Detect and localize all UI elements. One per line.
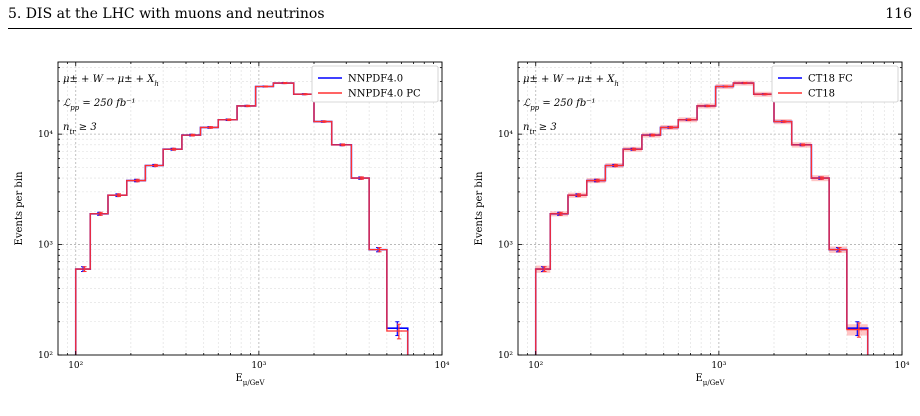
legend-entry: CT18 FC [808, 74, 853, 85]
annotation: μ± + W → μ± + Xh [63, 74, 159, 88]
chart-left: 10² 10³ 10⁴ 10² 10³ 10⁴ Eμ/GeV Events per bin μ±… [14, 61, 450, 387]
series-1 [535, 82, 869, 355]
series-0 [74, 82, 409, 355]
y-axis-label: Events per bin [474, 171, 485, 246]
x-tick-label: 10² [68, 361, 83, 371]
legend: CT18 FC CT18 [771, 65, 899, 103]
x-axis-label: Eμ/GeV [695, 373, 725, 387]
series-step-line [534, 82, 869, 355]
uncertainty-band [535, 80, 868, 336]
y-tick-label: 10² [498, 351, 513, 361]
ticks [517, 62, 903, 356]
y-axis-label: Events per bin [14, 171, 25, 246]
x-tick-label: 10⁴ [434, 361, 449, 371]
ticks [57, 62, 443, 356]
series-step-line [535, 82, 869, 355]
plot-frame [517, 61, 903, 356]
x-axis-label: Eμ/GeV [235, 373, 265, 387]
header-rule [8, 28, 912, 29]
section-title: 5. DIS at the LHC with muons and neutrin… [8, 6, 325, 22]
x-tick-label: 10⁴ [894, 361, 909, 371]
annotation: ntr ≥ 3 [523, 122, 557, 136]
x-tick-label: 10³ [711, 361, 726, 371]
series-1 [75, 82, 409, 355]
annotation: μ± + W → μ± + Xh [523, 74, 619, 88]
y-tick-label: 10² [38, 351, 53, 361]
legend: NNPDF4.0 NNPDF4.0 PC [311, 65, 439, 103]
x-tick-label: 10³ [251, 361, 266, 371]
y-tick-label: 10⁴ [38, 130, 53, 140]
chart-right: 10² 10³ 10⁴ 10² 10³ 10⁴ Eμ/GeV Events per bin μ±… [474, 61, 910, 387]
legend-entry: CT18 [808, 89, 835, 100]
annotation: ℒpp = 250 fb⁻¹ [523, 98, 596, 112]
y-tick-label: 10⁴ [498, 130, 513, 140]
series-step-line [75, 82, 409, 355]
plot-frame [57, 61, 443, 356]
series-0 [534, 82, 869, 355]
series-step-line [74, 82, 409, 355]
legend-entry: NNPDF4.0 [348, 74, 403, 85]
annotation: ntr ≥ 3 [63, 122, 97, 136]
legend-entry: NNPDF4.0 PC [348, 89, 421, 100]
y-tick-label: 10³ [498, 241, 513, 251]
x-tick-label: 10² [528, 361, 543, 371]
y-tick-label: 10³ [38, 241, 53, 251]
grid [58, 62, 442, 355]
annotation: ℒpp = 250 fb⁻¹ [63, 98, 136, 112]
page-header: 5. DIS at the LHC with muons and neutrin… [8, 6, 912, 28]
page-number: 116 [885, 6, 912, 22]
